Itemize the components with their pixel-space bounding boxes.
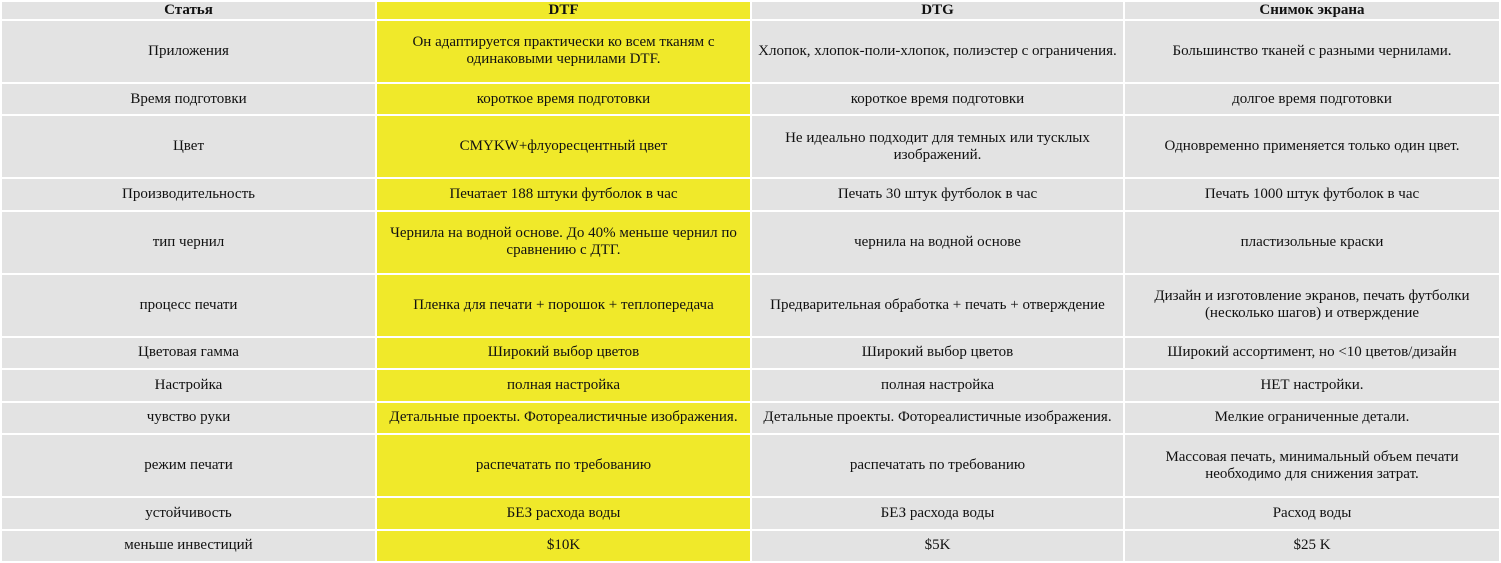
screen-cell: Массовая печать, минимальный объем печат… — [1124, 435, 1499, 497]
row-label: Производительность — [2, 179, 375, 210]
table-row: Приложения Он адаптируется практически к… — [2, 21, 1499, 82]
row-label: Цвет — [2, 116, 375, 178]
header-screen-print: Снимок экрана — [1124, 2, 1499, 19]
dtf-cell: Широкий выбор цветов — [377, 337, 750, 369]
dtg-cell: Печать 30 штук футболок в час — [752, 179, 1123, 210]
table-row: процесс печати Пленка для печати + порош… — [2, 274, 1499, 336]
table-row: чувство руки Детальные проекты. Фотореал… — [2, 402, 1499, 434]
row-label: тип чернил — [2, 211, 375, 273]
row-label: устойчивость — [2, 498, 375, 529]
header-row: Статья DTF DTG Снимок экрана — [2, 2, 1499, 19]
dtf-cell: $10K — [377, 530, 750, 561]
dtg-cell: короткое время подготовки — [752, 83, 1123, 115]
screen-cell: Широкий ассортимент, но <10 цветов/дизай… — [1124, 337, 1499, 369]
screen-cell: Большинство тканей с разными чернилами. — [1124, 21, 1499, 82]
row-label: режим печати — [2, 435, 375, 497]
dtf-cell: короткое время подготовки — [377, 83, 750, 115]
header-dtg: DTG — [752, 2, 1123, 19]
table-row: Производительность Печатает 188 штуки фу… — [2, 179, 1499, 210]
dtf-cell: распечатать по требованию — [377, 435, 750, 497]
header-dtf: DTF — [377, 2, 750, 19]
screen-cell: Дизайн и изготовление экранов, печать фу… — [1124, 274, 1499, 336]
dtg-cell: полная настройка — [752, 370, 1123, 401]
screen-cell: долгое время подготовки — [1124, 83, 1499, 115]
dtf-cell: полная настройка — [377, 370, 750, 401]
dtg-cell: распечатать по требованию — [752, 435, 1123, 497]
dtg-cell: чернила на водной основе — [752, 211, 1123, 273]
table-row: Настройка полная настройка полная настро… — [2, 370, 1499, 401]
screen-cell: НЕТ настройки. — [1124, 370, 1499, 401]
screen-cell: Мелкие ограниченные детали. — [1124, 402, 1499, 434]
screen-cell: Расход воды — [1124, 498, 1499, 529]
dtg-cell: Детальные проекты. Фотореалистичные изоб… — [752, 402, 1123, 434]
table-row: устойчивость БЕЗ расхода воды БЕЗ расход… — [2, 498, 1499, 529]
dtf-cell: БЕЗ расхода воды — [377, 498, 750, 529]
dtg-cell: БЕЗ расхода воды — [752, 498, 1123, 529]
dtg-cell: $5K — [752, 530, 1123, 561]
table-row: тип чернил Чернила на водной основе. До … — [2, 211, 1499, 273]
dtf-cell: Чернила на водной основе. До 40% меньше … — [377, 211, 750, 273]
table-row: Время подготовки короткое время подготов… — [2, 83, 1499, 115]
dtg-cell: Не идеально подходит для темных или туск… — [752, 116, 1123, 178]
screen-cell: Печать 1000 штук футболок в час — [1124, 179, 1499, 210]
dtf-cell: Печатает 188 штуки футболок в час — [377, 179, 750, 210]
dtg-cell: Хлопок, хлопок-поли-хлопок, полиэстер с … — [752, 21, 1123, 82]
row-label: Цветовая гамма — [2, 337, 375, 369]
screen-cell: Одновременно применяется только один цве… — [1124, 116, 1499, 178]
row-label: меньше инвестиций — [2, 530, 375, 561]
dtf-cell: Детальные проекты. Фотореалистичные изоб… — [377, 402, 750, 434]
dtg-cell: Широкий выбор цветов — [752, 337, 1123, 369]
table-row: Цветовая гамма Широкий выбор цветов Широ… — [2, 337, 1499, 369]
table-row: меньше инвестиций $10K $5K $25 K — [2, 530, 1499, 561]
dtf-cell: Он адаптируется практически ко всем ткан… — [377, 21, 750, 82]
row-label: Приложения — [2, 21, 375, 82]
table-row: Цвет CMYKW+флуоресцентный цвет Не идеаль… — [2, 116, 1499, 178]
dtg-cell: Предварительная обработка + печать + отв… — [752, 274, 1123, 336]
dtf-cell: CMYKW+флуоресцентный цвет — [377, 116, 750, 178]
table-row: режим печати распечатать по требованию р… — [2, 435, 1499, 497]
row-label: процесс печати — [2, 274, 375, 336]
header-article: Статья — [2, 2, 375, 19]
row-label: чувство руки — [2, 402, 375, 434]
row-label: Время подготовки — [2, 83, 375, 115]
screen-cell: пластизольные краски — [1124, 211, 1499, 273]
row-label: Настройка — [2, 370, 375, 401]
dtf-cell: Пленка для печати + порошок + теплоперед… — [377, 274, 750, 336]
screen-cell: $25 K — [1124, 530, 1499, 561]
